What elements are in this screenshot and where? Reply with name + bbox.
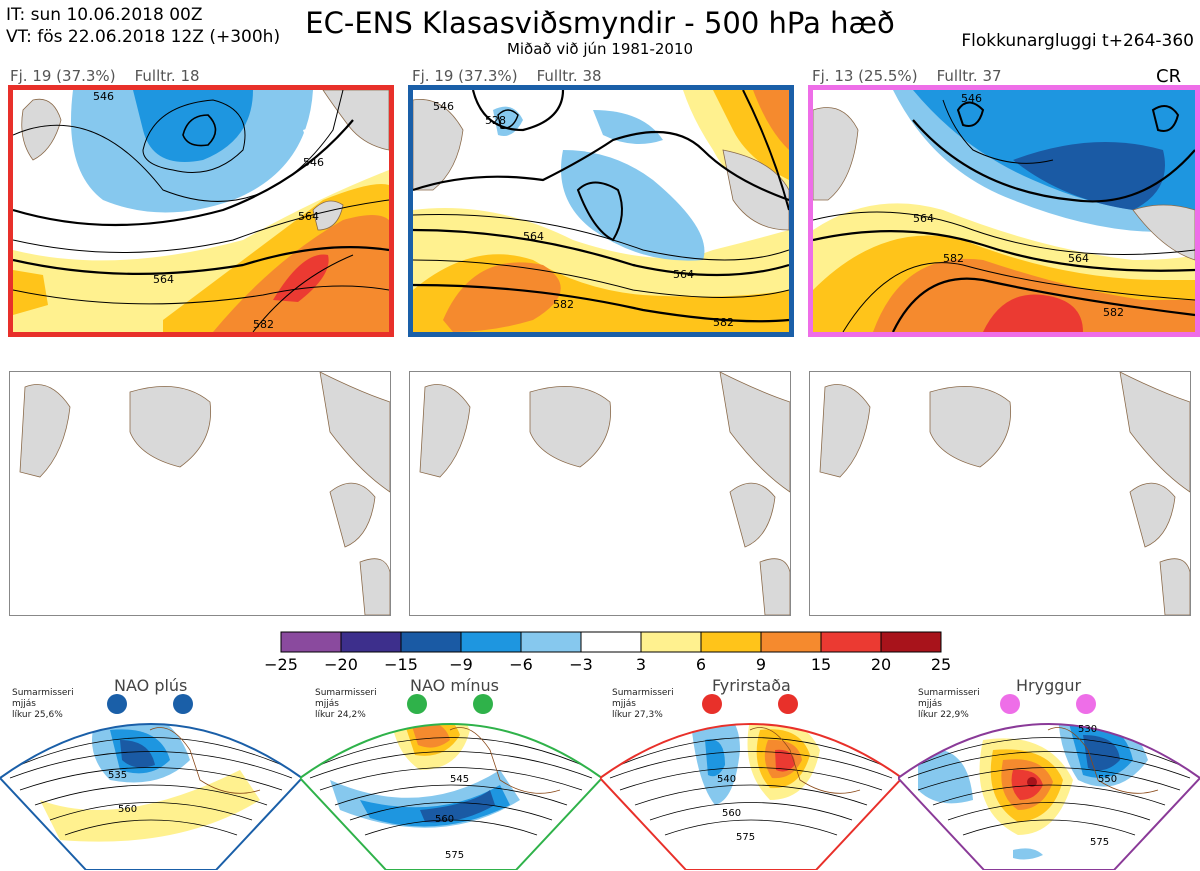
regime-title-hryggur: Hryggur	[1016, 676, 1082, 695]
colorbar-tick-label: 6	[695, 655, 707, 674]
regime-note-nao-plus: Sumarmisseri mjjás líkur 25,6%	[12, 688, 74, 720]
regime-map-fyrirstada: 540 560 575	[600, 694, 902, 870]
colorbar-tick-label: −25	[264, 655, 298, 674]
cluster-map-3-svg: 546 564 564 582 582	[813, 90, 1195, 332]
cluster-3-label: Fj. 13 (25.5%) Fulltr. 37	[812, 67, 1002, 85]
contour-label: 582	[253, 318, 274, 331]
contour-label: 582	[713, 316, 734, 329]
cluster-map-3: 546 564 564 582 582	[808, 85, 1200, 337]
contour-label: 535	[108, 770, 127, 781]
colorbar-swatch	[520, 631, 582, 653]
cluster-map-1: 546 546 564 564 582	[8, 85, 394, 337]
colorbar-tick-label: −9	[449, 655, 473, 674]
contour-label: 564	[298, 210, 319, 223]
regime-note-hryggur: Sumarmisseri mjjás líkur 22,9%	[918, 688, 980, 720]
colorbar	[280, 631, 942, 653]
contour-label: 564	[153, 273, 174, 286]
contour-label: 546	[303, 156, 324, 169]
regime-map-hryggur: 530 550 575	[898, 694, 1200, 870]
contour-label: 575	[445, 850, 464, 861]
colorbar-tick-label: 25	[930, 655, 952, 674]
contour-label: 560	[435, 814, 454, 825]
colorbar-tick-label: −6	[509, 655, 533, 674]
contour-label: 564	[673, 268, 694, 281]
colorbar-swatch	[880, 631, 942, 653]
contour-label: 582	[1103, 306, 1124, 319]
regime-title-nao-plus: NAO plús	[114, 676, 188, 695]
colorbar-tick-label: −20	[324, 655, 358, 674]
page-title: EC-ENS Klasasviðsmyndir - 500 hPa hæð	[305, 6, 895, 40]
cluster-map-2-svg: 546 528 564 564 582 582	[413, 90, 789, 332]
colorbar-swatch	[580, 631, 642, 653]
regime-map-nao-plus: 535 560	[0, 694, 302, 870]
basemap-1	[9, 371, 391, 616]
contour-label: 582	[553, 298, 574, 311]
window-label: Flokkunargluggi t+264-360	[961, 31, 1194, 51]
contour-label: 582	[943, 252, 964, 265]
cr-label: CR	[1156, 66, 1182, 87]
contour-label: 546	[433, 100, 454, 113]
colorbar-swatch	[760, 631, 822, 653]
contour-label: 528	[485, 114, 506, 127]
colorbar-tick-label: −3	[569, 655, 593, 674]
contour-label: 560	[722, 808, 741, 819]
colorbar-svg	[280, 631, 942, 653]
basemap-1-svg	[19, 372, 390, 615]
basemap-3-svg	[819, 372, 1190, 615]
colorbar-swatch	[340, 631, 402, 653]
cluster-map-1-svg: 546 546 564 564 582	[13, 90, 389, 332]
colorbar-swatch	[640, 631, 702, 653]
contour-label: 564	[1068, 252, 1089, 265]
basemap-3	[809, 371, 1191, 616]
colorbar-swatch	[400, 631, 462, 653]
contour-label: 550	[1098, 774, 1117, 785]
cluster-2-label: Fj. 19 (37.3%) Fulltr. 38	[412, 67, 602, 85]
contour-label: 560	[118, 804, 137, 815]
contour-label: 575	[1090, 837, 1109, 848]
colorbar-swatch	[460, 631, 522, 653]
basemap-2	[409, 371, 791, 616]
colorbar-tick-label: 3	[635, 655, 647, 674]
contour-label: 540	[717, 774, 736, 785]
colorbar-tick-label: 9	[755, 655, 767, 674]
regime-title-fyrirstada: Fyrirstaða	[712, 676, 791, 695]
contour-label: 575	[736, 832, 755, 843]
valid-time: VT: fös 22.06.2018 12Z (+300h)	[6, 27, 281, 47]
colorbar-swatch	[700, 631, 762, 653]
contour-label: 546	[93, 90, 114, 103]
page-subtitle: Miðað við jún 1981-2010	[506, 40, 694, 58]
colorbar-tick-label: 20	[870, 655, 892, 674]
contour-label: 564	[523, 230, 544, 243]
basemap-2-svg	[419, 372, 790, 615]
colorbar-tick-label: −15	[384, 655, 418, 674]
contour-label: 564	[913, 212, 934, 225]
contour-label: 546	[961, 92, 982, 105]
regime-map-nao-minus: 545 560 575	[300, 694, 602, 870]
contour-label: 530	[1078, 724, 1097, 735]
regime-title-nao-minus: NAO mínus	[410, 676, 499, 695]
cluster-map-2: 546 528 564 564 582 582	[408, 85, 794, 337]
cluster-1-label: Fj. 19 (37.3%) Fulltr. 18	[10, 67, 200, 85]
regime-note-nao-minus: Sumarmisseri mjjás líkur 24,2%	[315, 688, 377, 720]
header-info: IT: sun 10.06.2018 00Z VT: fös 22.06.201…	[6, 4, 280, 48]
colorbar-swatch	[820, 631, 882, 653]
contour-label: 545	[450, 774, 469, 785]
colorbar-tick-label: 15	[810, 655, 832, 674]
init-time: IT: sun 10.06.2018 00Z	[6, 5, 203, 25]
regime-note-fyrirstada: Sumarmisseri mjjás líkur 27,3%	[612, 688, 674, 720]
colorbar-swatch	[280, 631, 342, 653]
